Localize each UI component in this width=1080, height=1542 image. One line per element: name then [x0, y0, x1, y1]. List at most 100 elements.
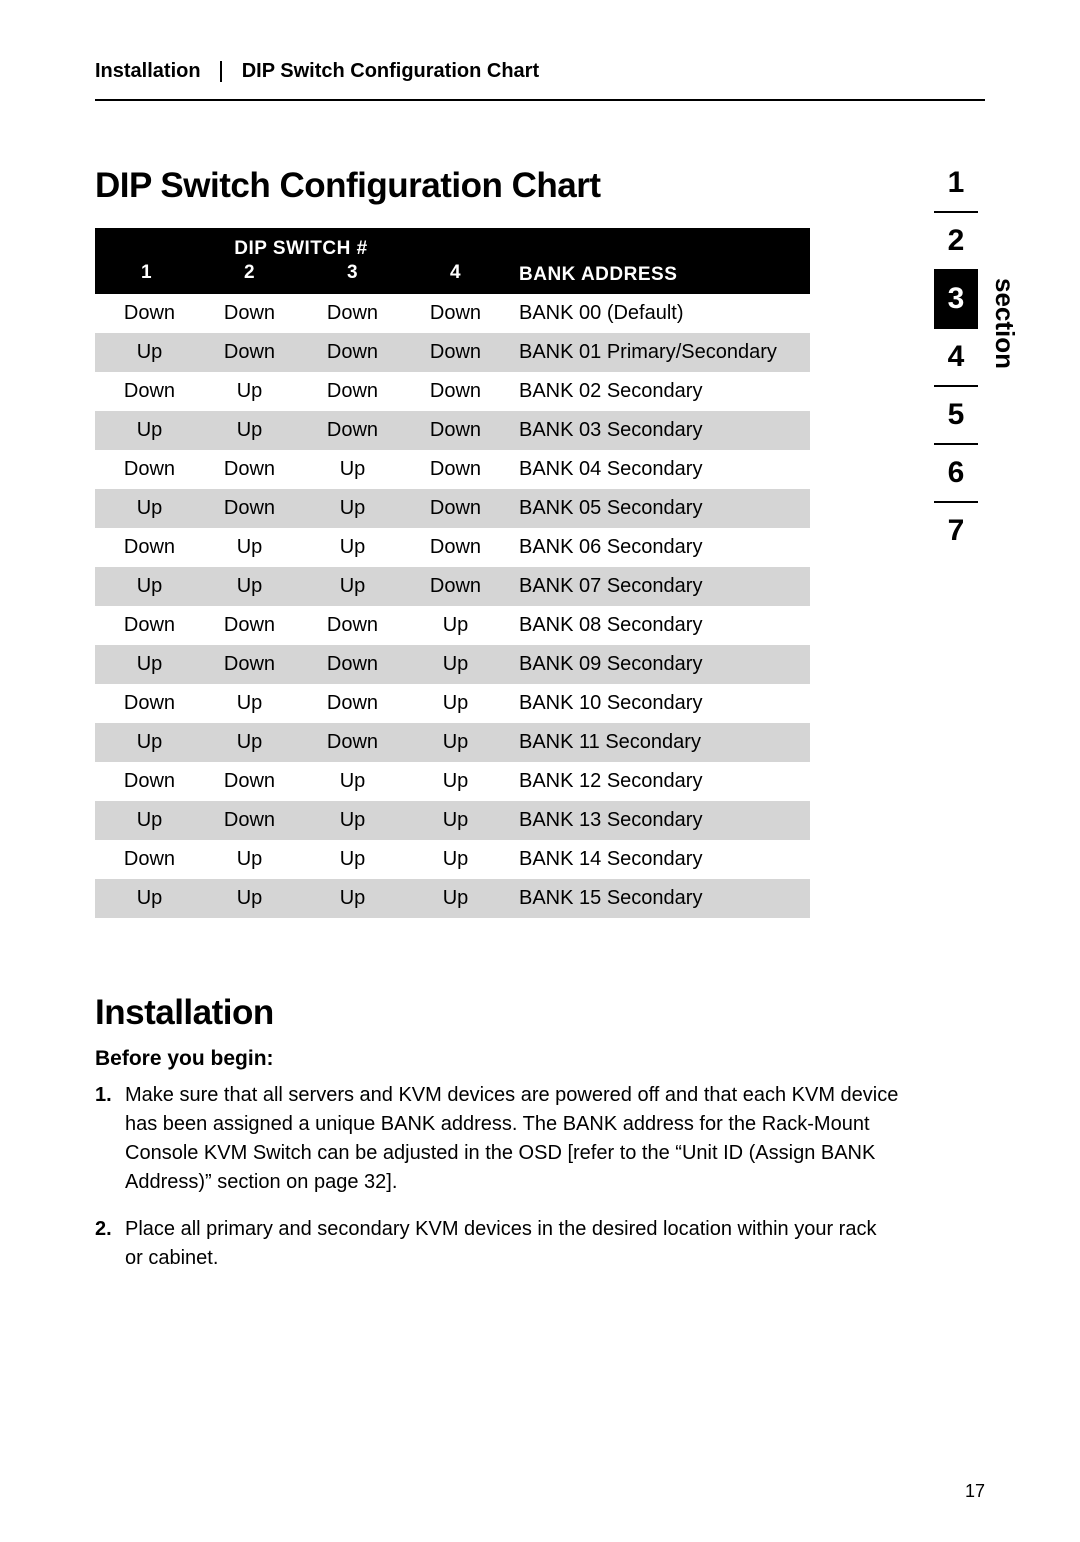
table-cell-bank: BANK 11 Secondary [507, 723, 810, 762]
table-cell-switch: Up [404, 684, 507, 723]
table-row: UpDownDownUpBANK 09 Secondary [95, 645, 810, 684]
table-cell-switch: Up [301, 840, 404, 879]
table-cell-switch: Down [301, 333, 404, 372]
table-header-sw1: 1 [95, 262, 198, 294]
table-cell-switch: Down [198, 645, 301, 684]
table-header-sw3: 3 [301, 262, 404, 294]
table-cell-switch: Down [198, 762, 301, 801]
table-cell-switch: Up [301, 450, 404, 489]
table-cell-switch: Down [404, 333, 507, 372]
installation-title: Installation [95, 993, 899, 1033]
breadcrumb-separator [220, 61, 222, 82]
table-cell-switch: Down [404, 450, 507, 489]
table-cell-bank: BANK 14 Secondary [507, 840, 810, 879]
main-content: DIP Switch Configuration Chart Dip Switc… [95, 166, 927, 1291]
section-nav-item-7[interactable]: 7 [934, 503, 978, 554]
table-row: DownDownUpDownBANK 04 Secondary [95, 450, 810, 489]
table-cell-bank: BANK 00 (Default) [507, 294, 810, 333]
breadcrumb-section: Installation [95, 60, 201, 82]
table-cell-switch: Down [198, 801, 301, 840]
table-header-sw2: 2 [198, 262, 301, 294]
table-cell-switch: Down [404, 411, 507, 450]
table-cell-bank: BANK 03 Secondary [507, 411, 810, 450]
table-cell-switch: Down [95, 762, 198, 801]
table-cell-bank: BANK 04 Secondary [507, 450, 810, 489]
table-cell-switch: Down [301, 372, 404, 411]
table-cell-switch: Up [301, 489, 404, 528]
table-cell-switch: Up [404, 879, 507, 918]
table-row: DownUpUpDownBANK 06 Secondary [95, 528, 810, 567]
table-cell-switch: Down [95, 450, 198, 489]
section-nav: 1234567 [927, 166, 985, 1291]
table-row: UpUpDownUpBANK 11 Secondary [95, 723, 810, 762]
table-header-sw4: 4 [404, 262, 507, 294]
table-row: UpUpDownDownBANK 03 Secondary [95, 411, 810, 450]
table-cell-switch: Up [301, 762, 404, 801]
table-row: DownUpDownDownBANK 02 Secondary [95, 372, 810, 411]
table-cell-switch: Down [301, 606, 404, 645]
before-you-begin-label: Before you begin: [95, 1047, 899, 1071]
section-nav-item-6[interactable]: 6 [934, 445, 978, 503]
table-row: DownUpUpUpBANK 14 Secondary [95, 840, 810, 879]
table-cell-switch: Down [198, 450, 301, 489]
section-nav-item-3[interactable]: 3 [934, 271, 978, 329]
table-cell-switch: Down [95, 294, 198, 333]
table-cell-switch: Down [95, 528, 198, 567]
section-nav-item-2[interactable]: 2 [934, 213, 978, 271]
breadcrumb: Installation DIP Switch Configuration Ch… [95, 60, 985, 101]
table-header-dipswitch: Dip Switch # [95, 228, 507, 262]
installation-steps: 1. Make sure that all servers and KVM dev… [95, 1081, 899, 1273]
section-nav-item-1[interactable]: 1 [934, 166, 978, 213]
table-cell-bank: BANK 15 Secondary [507, 879, 810, 918]
table-cell-bank: BANK 02 Secondary [507, 372, 810, 411]
table-cell-switch: Up [198, 879, 301, 918]
table-cell-switch: Up [404, 801, 507, 840]
table-cell-switch: Down [404, 372, 507, 411]
table-cell-switch: Up [95, 411, 198, 450]
table-cell-switch: Down [404, 567, 507, 606]
table-cell-bank: BANK 09 Secondary [507, 645, 810, 684]
page-number: 17 [965, 1481, 985, 1502]
table-cell-switch: Up [198, 528, 301, 567]
breadcrumb-page: DIP Switch Configuration Chart [242, 60, 539, 82]
table-cell-bank: BANK 01 Primary/Secondary [507, 333, 810, 372]
table-cell-switch: Down [301, 723, 404, 762]
table-cell-switch: Up [95, 801, 198, 840]
table-cell-switch: Down [301, 645, 404, 684]
step-text: Place all primary and secondary KVM devi… [125, 1218, 876, 1269]
table-cell-bank: BANK 07 Secondary [507, 567, 810, 606]
table-row: DownDownUpUpBANK 12 Secondary [95, 762, 810, 801]
table-cell-switch: Up [301, 879, 404, 918]
section-nav-item-4[interactable]: 4 [934, 329, 978, 387]
table-cell-switch: Down [198, 294, 301, 333]
table-row: UpUpUpUpBANK 15 Secondary [95, 879, 810, 918]
table-cell-switch: Up [198, 372, 301, 411]
table-cell-bank: BANK 10 Secondary [507, 684, 810, 723]
table-cell-switch: Up [95, 723, 198, 762]
table-cell-switch: Down [404, 294, 507, 333]
table-cell-switch: Up [198, 840, 301, 879]
table-cell-switch: Up [95, 333, 198, 372]
table-cell-switch: Down [95, 684, 198, 723]
step-text: Make sure that all servers and KVM devic… [125, 1084, 898, 1193]
table-cell-switch: Down [301, 684, 404, 723]
table-cell-switch: Down [404, 489, 507, 528]
table-cell-switch: Down [198, 489, 301, 528]
table-cell-switch: Down [404, 528, 507, 567]
table-row: UpDownDownDownBANK 01 Primary/Secondary [95, 333, 810, 372]
step-number: 1. [95, 1081, 112, 1110]
table-row: UpDownUpUpBANK 13 Secondary [95, 801, 810, 840]
table-row: DownDownDownUpBANK 08 Secondary [95, 606, 810, 645]
section-nav-item-5[interactable]: 5 [934, 387, 978, 445]
installation-step: 2.Place all primary and secondary KVM de… [95, 1215, 899, 1273]
table-row: DownUpDownUpBANK 10 Secondary [95, 684, 810, 723]
table-cell-switch: Up [95, 489, 198, 528]
table-cell-switch: Down [95, 606, 198, 645]
section-label: section [989, 278, 1020, 369]
table-header-bank: Bank Address [507, 228, 810, 294]
table-cell-switch: Up [95, 879, 198, 918]
table-cell-switch: Down [95, 372, 198, 411]
table-cell-switch: Down [301, 294, 404, 333]
table-cell-switch: Up [198, 723, 301, 762]
table-cell-bank: BANK 06 Secondary [507, 528, 810, 567]
